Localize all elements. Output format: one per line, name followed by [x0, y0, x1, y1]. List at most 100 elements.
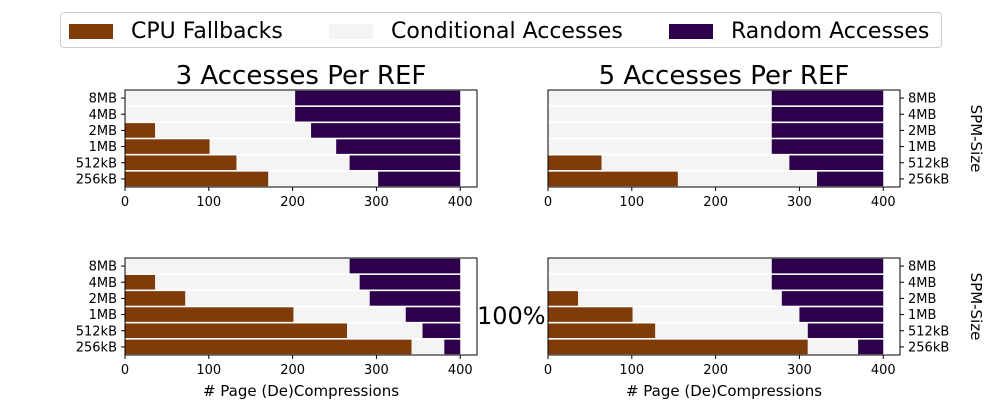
bar-conditional-accesses-512kb — [601, 155, 790, 171]
plot-frame — [547, 89, 901, 188]
y-tick-label: 512kB — [908, 156, 949, 171]
y-tick-label: 4MB — [908, 276, 936, 291]
plot-frame — [124, 257, 478, 356]
x-tick-label: 200 — [280, 363, 305, 378]
x-tick-label: 300 — [364, 195, 389, 210]
bar-random-accesses-512kb — [422, 323, 461, 339]
bar-conditional-accesses-256kb — [268, 171, 379, 187]
bar-random-accesses-2mb — [771, 123, 884, 138]
plot-frame — [124, 89, 478, 188]
panel-title: 5 Accesses Per REF — [599, 61, 850, 91]
x-tick-label: 400 — [871, 363, 896, 378]
bar-conditional-accesses-512kb — [655, 323, 808, 339]
bar-random-accesses-8mb — [349, 258, 461, 274]
x-tick-label: 300 — [787, 363, 812, 378]
bar-random-accesses-1mb — [799, 307, 884, 322]
bar-random-accesses-256kb — [858, 339, 884, 355]
bar-cpu-fallbacks-512kb — [125, 155, 237, 171]
bar-conditional-accesses-4mb — [548, 106, 772, 122]
bar-random-accesses-256kb — [817, 171, 884, 187]
bar-random-accesses-4mb — [359, 274, 461, 290]
y-tick-label: 4MB — [908, 108, 936, 123]
y-axis-label: SPM-Size — [967, 105, 985, 173]
y-tick-label: 256kB — [908, 172, 949, 187]
bar-cpu-fallbacks-4mb — [125, 274, 156, 290]
y-tick-label: 256kB — [76, 172, 117, 187]
legend-item-random-accesses: Random Accesses — [669, 13, 929, 49]
bar-conditional-accesses-4mb — [125, 106, 296, 122]
bar-cpu-fallbacks-512kb — [548, 323, 656, 339]
bar-random-accesses-4mb — [771, 106, 884, 122]
center-percent-label: 100% — [477, 302, 546, 330]
x-tick-label: 400 — [871, 195, 896, 210]
bar-conditional-accesses-256kb — [411, 339, 445, 355]
bar-cpu-fallbacks-1mb — [125, 307, 294, 322]
bar-conditional-accesses-1mb — [293, 307, 406, 322]
bar-random-accesses-2mb — [311, 123, 461, 138]
bar-random-accesses-512kb — [789, 155, 884, 171]
legend-label-cpu-fallbacks: CPU Fallbacks — [131, 18, 283, 44]
y-tick-label: 256kB — [908, 340, 949, 355]
bar-conditional-accesses-2mb — [185, 291, 370, 306]
x-tick-label: 200 — [280, 195, 305, 210]
bar-cpu-fallbacks-1mb — [125, 139, 210, 154]
bar-random-accesses-4mb — [771, 274, 884, 290]
y-tick-label: 1MB — [89, 140, 117, 155]
bar-conditional-accesses-512kb — [347, 323, 423, 339]
bar-conditional-accesses-8mb — [125, 90, 296, 106]
x-tick-label: 100 — [619, 195, 644, 210]
x-tick-label: 400 — [448, 363, 473, 378]
bar-random-accesses-8mb — [295, 90, 461, 106]
legend-swatch-cpu-fallbacks — [69, 23, 113, 39]
x-tick-label: 300 — [787, 195, 812, 210]
bar-random-accesses-8mb — [771, 90, 884, 106]
x-tick-label: 0 — [121, 363, 129, 378]
x-tick-label: 0 — [544, 363, 552, 378]
bar-random-accesses-256kb — [444, 339, 461, 355]
bar-cpu-fallbacks-2mb — [548, 291, 579, 306]
bar-random-accesses-2mb — [369, 291, 461, 306]
legend-item-cpu-fallbacks: CPU Fallbacks — [69, 13, 283, 49]
bar-random-accesses-512kb — [807, 323, 884, 339]
legend-label-conditional-accesses: Conditional Accesses — [391, 18, 623, 44]
x-tick-label: 0 — [544, 195, 552, 210]
bar-cpu-fallbacks-256kb — [125, 339, 412, 355]
panel-title: 3 Accesses Per REF — [176, 61, 427, 91]
plot-frame — [547, 257, 901, 356]
bar-random-accesses-256kb — [378, 171, 461, 187]
bar-random-accesses-2mb — [781, 291, 884, 306]
bar-random-accesses-8mb — [771, 258, 884, 274]
x-tick-label: 100 — [196, 195, 221, 210]
y-tick-label: 1MB — [908, 308, 936, 323]
y-tick-label: 2MB — [89, 124, 117, 139]
bar-conditional-accesses-1mb — [209, 139, 337, 154]
bar-conditional-accesses-4mb — [155, 274, 360, 290]
bar-random-accesses-1mb — [336, 139, 461, 154]
y-tick-label: 256kB — [76, 340, 117, 355]
bar-conditional-accesses-256kb — [677, 171, 818, 187]
bar-conditional-accesses-4mb — [548, 274, 772, 290]
bar-random-accesses-1mb — [771, 139, 884, 154]
bar-cpu-fallbacks-2mb — [125, 123, 156, 138]
bar-conditional-accesses-1mb — [548, 139, 772, 154]
bar-cpu-fallbacks-256kb — [548, 339, 808, 355]
y-tick-label: 4MB — [89, 276, 117, 291]
bar-conditional-accesses-2mb — [578, 291, 782, 306]
bar-conditional-accesses-8mb — [548, 258, 772, 274]
legend-item-conditional-accesses: Conditional Accesses — [329, 13, 623, 49]
bar-cpu-fallbacks-1mb — [548, 307, 633, 322]
bar-random-accesses-512kb — [349, 155, 461, 171]
bar-cpu-fallbacks-256kb — [125, 171, 269, 187]
y-tick-label: 8MB — [908, 92, 936, 107]
y-tick-label: 2MB — [908, 292, 936, 307]
y-tick-label: 8MB — [89, 260, 117, 275]
y-tick-label: 512kB — [908, 324, 949, 339]
bar-conditional-accesses-256kb — [807, 339, 859, 355]
y-axis-label: SPM-Size — [967, 273, 985, 341]
x-tick-label: 100 — [619, 363, 644, 378]
